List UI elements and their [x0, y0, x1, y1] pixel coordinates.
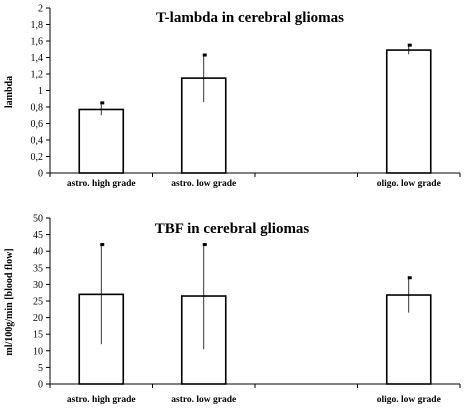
y-tick-label: 2 [38, 4, 43, 15]
y-tick-label: 45 [33, 230, 43, 241]
chart-t-lambda: T-lambda in cerebral gliomas lambda 0 0,2… [4, 4, 461, 189]
error-bar-cap [407, 276, 412, 280]
error-bar-cap [100, 101, 105, 105]
y-tick-label: 35 [33, 263, 43, 274]
y-tick-label: 40 [33, 247, 43, 258]
y-tick-label: 0,4 [31, 136, 44, 147]
x-tick-label: oligo. low grade [377, 395, 441, 405]
y-tick-label: 0,8 [31, 103, 44, 114]
y-tick-label: 1,2 [31, 70, 44, 81]
error-bar-cap [100, 243, 105, 247]
bar [385, 49, 432, 174]
y-tick-label: 0,2 [31, 152, 44, 163]
y-tick-label: 0,6 [31, 119, 44, 130]
y-axis-label: lambda [4, 76, 15, 108]
y-tick-label: 0 [38, 380, 43, 391]
chart-tbf: TBF in cerebral gliomas ml/100g/min [blo… [4, 214, 461, 405]
y-tick-label: 1,6 [31, 37, 44, 48]
x-tick-label: astro. low grade [171, 179, 236, 189]
bar [78, 108, 125, 174]
error-bar-cap [202, 243, 207, 247]
x-tick-label: astro. high grade [67, 179, 136, 189]
error-bar-cap [202, 53, 207, 57]
bar [385, 294, 432, 385]
y-tick-label: 1,4 [31, 53, 44, 64]
error-bar-cap [407, 43, 412, 47]
y-tick-label: 20 [33, 313, 43, 324]
chart-title: TBF in cerebral gliomas [155, 221, 310, 237]
y-axis-label: ml/100g/min [blood flow] [4, 248, 15, 355]
y-tick-label: 30 [33, 280, 43, 291]
x-tick-label: astro. high grade [67, 395, 136, 405]
y-tick-label: 1 [38, 86, 43, 97]
y-tick-label: 1,8 [31, 20, 44, 31]
y-tick-label: 10 [33, 346, 43, 357]
y-tick-label: 25 [33, 297, 43, 308]
x-tick-label: astro. low grade [171, 395, 236, 405]
y-tick-label: 50 [33, 214, 43, 225]
chart-title: T-lambda in cerebral gliomas [156, 10, 344, 26]
y-tick-label: 15 [33, 330, 43, 341]
y-tick-label: 5 [38, 363, 43, 374]
y-tick-label: 0 [38, 169, 43, 180]
x-tick-label: oligo. low grade [377, 179, 441, 189]
